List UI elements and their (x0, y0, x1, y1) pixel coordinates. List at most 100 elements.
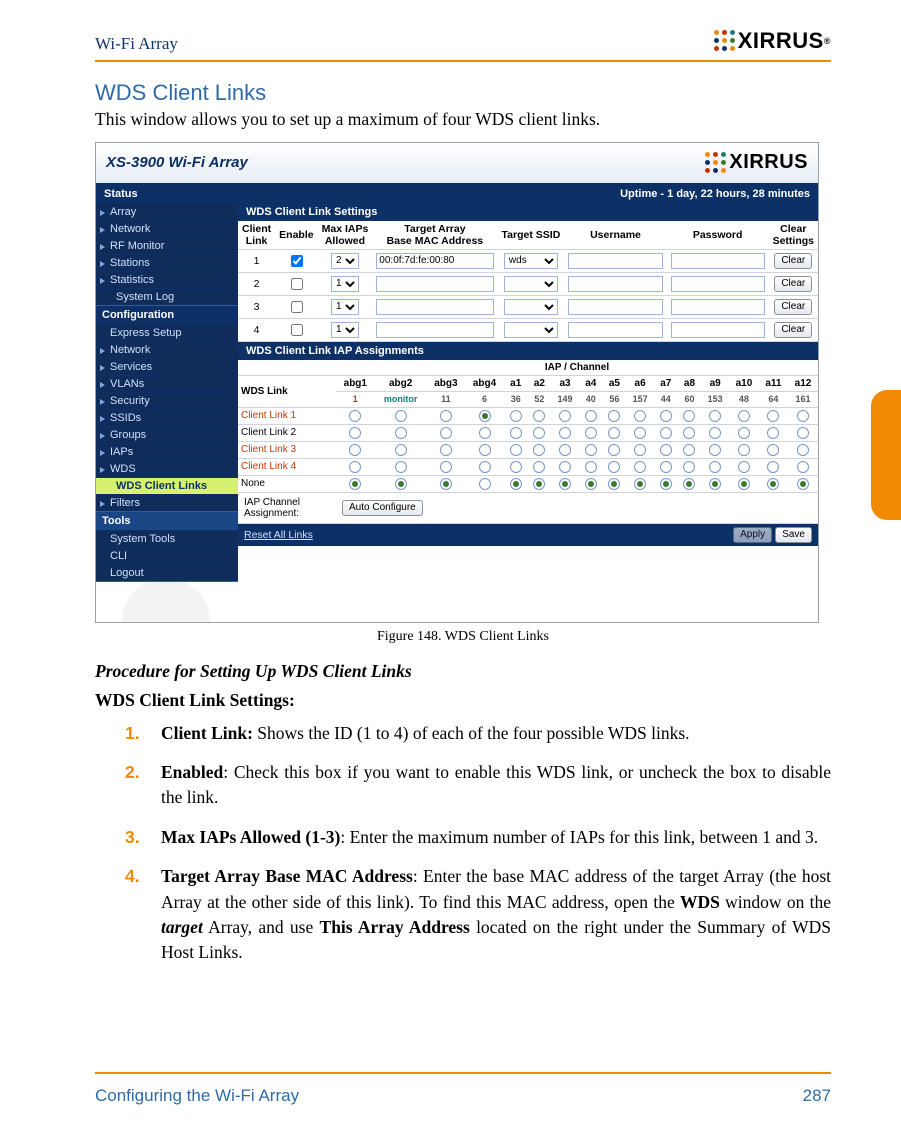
iap-radio[interactable] (709, 410, 721, 422)
sidebar-item[interactable]: Logout (96, 564, 238, 581)
enable-checkbox[interactable] (291, 301, 303, 313)
iap-radio[interactable] (479, 427, 491, 439)
max-iaps-select[interactable]: 1 (331, 276, 359, 292)
iap-radio[interactable] (479, 478, 491, 490)
save-button[interactable]: Save (775, 527, 812, 543)
iap-radio[interactable] (709, 461, 721, 473)
iap-radio[interactable] (585, 444, 597, 456)
username-input[interactable] (568, 253, 662, 269)
iap-radio[interactable] (479, 444, 491, 456)
clear-button[interactable]: Clear (774, 253, 812, 269)
clear-button[interactable]: Clear (774, 276, 812, 292)
iap-radio[interactable] (767, 478, 779, 490)
enable-checkbox[interactable] (291, 324, 303, 336)
iap-radio[interactable] (683, 461, 695, 473)
iap-radio[interactable] (797, 461, 809, 473)
iap-radio[interactable] (608, 478, 620, 490)
sidebar-item[interactable]: System Tools (96, 530, 238, 547)
iap-radio[interactable] (660, 410, 672, 422)
iap-radio[interactable] (767, 410, 779, 422)
iap-radio[interactable] (634, 461, 646, 473)
sidebar-item[interactable]: Express Setup (96, 324, 238, 341)
iap-radio[interactable] (510, 461, 522, 473)
iap-radio[interactable] (510, 478, 522, 490)
iap-radio[interactable] (683, 427, 695, 439)
sidebar-item[interactable]: Statistics (96, 271, 238, 288)
mac-input[interactable] (376, 299, 493, 315)
iap-radio[interactable] (395, 461, 407, 473)
reset-all-links[interactable]: Reset All Links (244, 529, 313, 541)
iap-radio[interactable] (479, 410, 491, 422)
iap-radio[interactable] (440, 478, 452, 490)
iap-radio[interactable] (683, 410, 695, 422)
iap-radio[interactable] (585, 478, 597, 490)
iap-radio[interactable] (585, 410, 597, 422)
ssid-select[interactable]: wds (504, 253, 558, 269)
iap-radio[interactable] (440, 410, 452, 422)
clear-button[interactable]: Clear (774, 299, 812, 315)
iap-radio[interactable] (709, 427, 721, 439)
iap-radio[interactable] (349, 444, 361, 456)
iap-radio[interactable] (797, 427, 809, 439)
iap-radio[interactable] (738, 461, 750, 473)
max-iaps-select[interactable]: 1 (331, 322, 359, 338)
iap-radio[interactable] (683, 478, 695, 490)
sidebar-item[interactable]: Groups (96, 426, 238, 443)
iap-radio[interactable] (510, 427, 522, 439)
sidebar-item[interactable]: Security (96, 392, 238, 409)
iap-radio[interactable] (608, 444, 620, 456)
apply-button[interactable]: Apply (733, 527, 772, 543)
username-input[interactable] (568, 322, 662, 338)
sidebar-item[interactable]: CLI (96, 547, 238, 564)
enable-checkbox[interactable] (291, 278, 303, 290)
iap-radio[interactable] (608, 410, 620, 422)
iap-radio[interactable] (349, 461, 361, 473)
iap-radio[interactable] (660, 427, 672, 439)
sidebar-item[interactable]: Filters (96, 494, 238, 511)
iap-radio[interactable] (797, 444, 809, 456)
iap-radio[interactable] (395, 427, 407, 439)
iap-radio[interactable] (395, 444, 407, 456)
sidebar-item[interactable]: RF Monitor (96, 237, 238, 254)
password-input[interactable] (671, 276, 765, 292)
password-input[interactable] (671, 253, 765, 269)
iap-radio[interactable] (660, 444, 672, 456)
iap-radio[interactable] (559, 444, 571, 456)
mac-input[interactable] (376, 253, 493, 269)
iap-radio[interactable] (533, 478, 545, 490)
sidebar-item[interactable]: Services (96, 358, 238, 375)
enable-checkbox[interactable] (291, 255, 303, 267)
iap-radio[interactable] (440, 461, 452, 473)
iap-radio[interactable] (559, 478, 571, 490)
iap-radio[interactable] (349, 478, 361, 490)
sidebar-item[interactable]: SSIDs (96, 409, 238, 426)
iap-radio[interactable] (738, 410, 750, 422)
ssid-select[interactable] (504, 322, 558, 338)
iap-radio[interactable] (395, 478, 407, 490)
mac-input[interactable] (376, 276, 493, 292)
username-input[interactable] (568, 276, 662, 292)
clear-button[interactable]: Clear (774, 322, 812, 338)
password-input[interactable] (671, 299, 765, 315)
auto-configure-button[interactable]: Auto Configure (342, 500, 423, 516)
iap-radio[interactable] (440, 427, 452, 439)
iap-radio[interactable] (559, 410, 571, 422)
iap-radio[interactable] (738, 427, 750, 439)
sidebar-item[interactable]: IAPs (96, 443, 238, 460)
iap-radio[interactable] (533, 410, 545, 422)
password-input[interactable] (671, 322, 765, 338)
ssid-select[interactable] (504, 276, 558, 292)
iap-radio[interactable] (797, 478, 809, 490)
iap-radio[interactable] (585, 461, 597, 473)
iap-radio[interactable] (395, 410, 407, 422)
iap-radio[interactable] (634, 444, 646, 456)
iap-radio[interactable] (608, 427, 620, 439)
iap-radio[interactable] (533, 427, 545, 439)
iap-radio[interactable] (738, 478, 750, 490)
max-iaps-select[interactable]: 1 (331, 299, 359, 315)
sidebar-item[interactable]: Array (96, 203, 238, 220)
iap-radio[interactable] (709, 444, 721, 456)
iap-radio[interactable] (660, 461, 672, 473)
iap-radio[interactable] (510, 410, 522, 422)
sidebar-item[interactable]: Network (96, 341, 238, 358)
